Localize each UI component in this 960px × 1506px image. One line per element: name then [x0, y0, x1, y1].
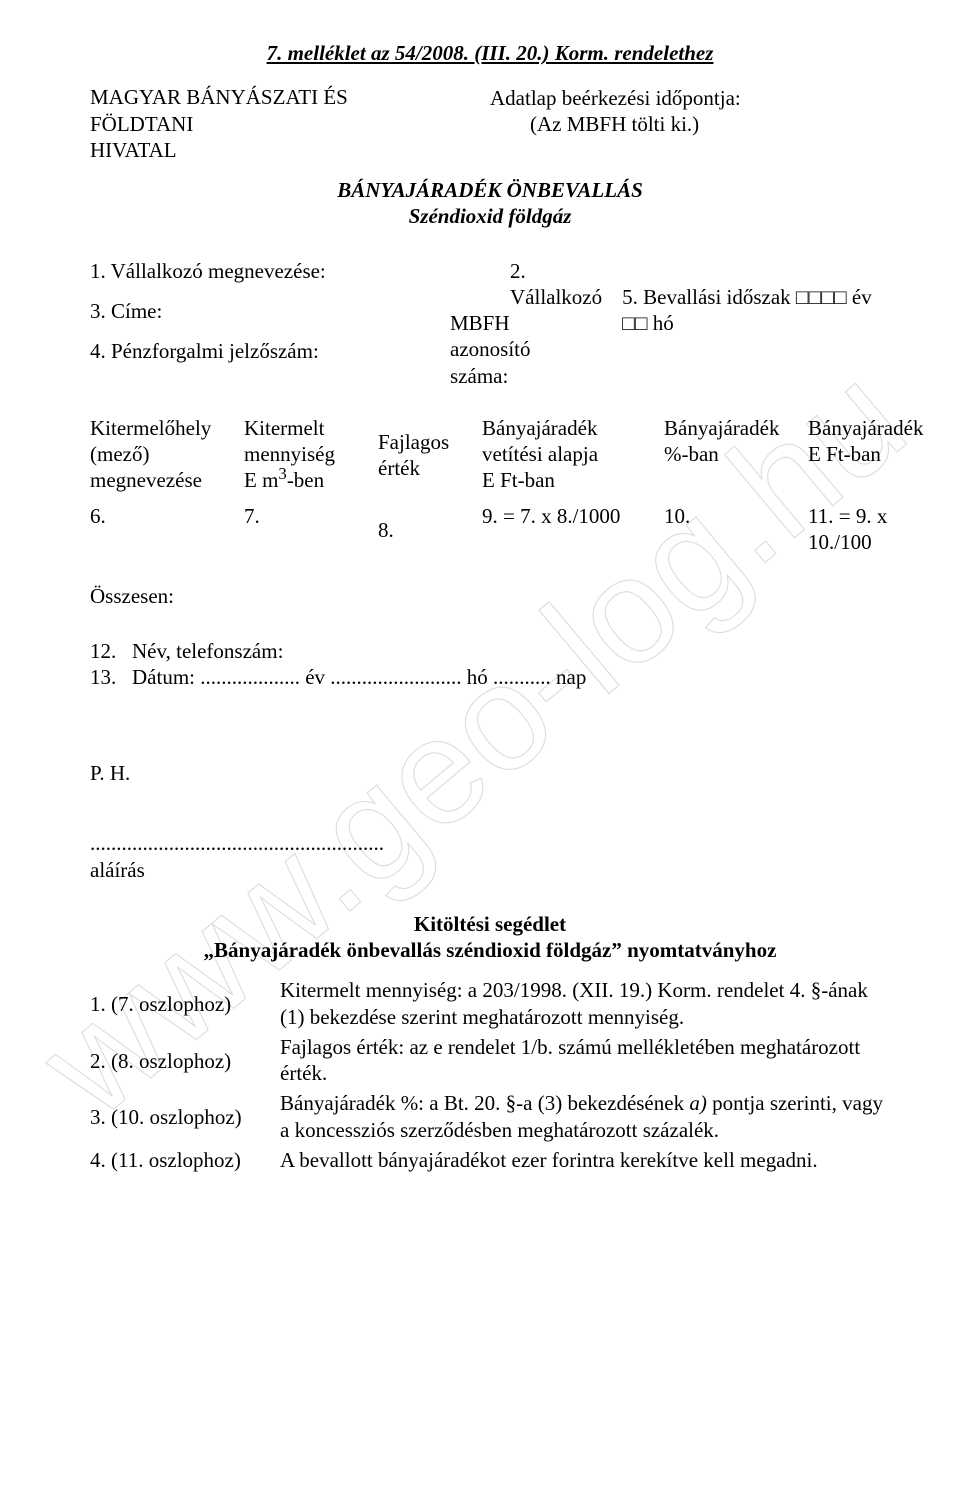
col5-l2: %-ban — [664, 441, 794, 467]
doc-title-line1: BÁNYAJÁRADÉK ÖNBEVALLÁS — [90, 177, 890, 203]
data-table: Kitermelőhely (mező) megnevezése 6. Kite… — [90, 415, 890, 556]
line-12: 12. Név, telefonszám: — [90, 638, 890, 664]
help-r4-left: 4. (11. oszlophoz) — [90, 1147, 280, 1173]
signature-dots: ........................................… — [90, 830, 890, 856]
col1-l1: Kitermelőhely — [90, 415, 230, 441]
field-2-part2: MBFH — [450, 310, 602, 336]
field-5: 5. Bevallási időszak □□□□ év □□ hó — [622, 284, 890, 337]
arrival-line2: (Az MBFH tölti ki.) — [490, 111, 890, 137]
doc-reference-title: 7. melléklet az 54/2008. (III. 20.) Korm… — [90, 40, 890, 66]
help-r3-right-em: a) — [689, 1091, 707, 1115]
col2-l2: mennyiség — [244, 441, 364, 467]
col4-l1: Bányajáradék — [482, 415, 650, 441]
col5-l1: Bányajáradék — [664, 415, 794, 441]
col2-l1: Kitermelt — [244, 415, 364, 441]
col3-l1: Fajlagos — [378, 429, 468, 455]
field-4: 4. Pénzforgalmi jelzőszám: — [90, 338, 450, 364]
help-title-l2: „Bányajáradék önbevallás széndioxid föld… — [90, 937, 890, 963]
help-r1-left: 1. (7. oszlophoz) — [90, 977, 280, 1030]
col1-num: 6. — [90, 503, 230, 529]
help-r1-right: Kitermelt mennyiség: a 203/1998. (XII. 1… — [280, 977, 890, 1030]
col2-l3c: -ben — [287, 468, 324, 492]
col2-l3b: 3 — [278, 464, 286, 483]
col5-num: 10. — [664, 503, 794, 529]
signature-label: aláírás — [90, 857, 890, 883]
col6-l1: Bányajáradék — [808, 415, 923, 441]
col4-num: 9. = 7. x 8./1000 — [482, 503, 650, 529]
line-13: 13. Dátum: ................... év ......… — [90, 664, 890, 690]
col6-l2: E Ft-ban — [808, 441, 923, 467]
help-r4-right: A bevallott bányajáradékot ezer forintra… — [280, 1147, 890, 1173]
col4-l2: vetítési alapja — [482, 441, 650, 467]
ph-label: P. H. — [90, 760, 890, 786]
help-title-l1: Kitöltési segédlet — [90, 911, 890, 937]
field-2-part3: azonosító — [450, 336, 602, 362]
help-r2-left: 2. (8. oszlophoz) — [90, 1034, 280, 1087]
field-1: 1. Vállalkozó megnevezése: — [90, 258, 450, 284]
field-2-part1: 2. Vállalkozó — [450, 258, 602, 311]
doc-title-line2: Széndioxid földgáz — [90, 203, 890, 229]
help-r3-left: 3. (10. oszlophoz) — [90, 1090, 280, 1143]
col4-l3: E Ft-ban — [482, 467, 650, 493]
col1-l3: megnevezése — [90, 467, 230, 493]
field-2-part4: száma: — [450, 363, 602, 389]
col1-l2: (mező) — [90, 441, 230, 467]
col3-num: 8. — [378, 517, 468, 543]
arrival-line1: Adatlap beérkezési időpontja: — [490, 85, 890, 111]
issuer-line1: MAGYAR BÁNYÁSZATI ÉS FÖLDTANI — [90, 84, 450, 137]
help-r2-right: Fajlagos érték: az e rendelet 1/b. számú… — [280, 1034, 890, 1087]
col3-l2: érték — [378, 455, 468, 481]
col6-num: 11. = 9. x 10./100 — [808, 503, 923, 556]
sum-label: Összesen: — [90, 583, 890, 609]
field-3: 3. Címe: — [90, 298, 450, 324]
col2-num: 7. — [244, 503, 364, 529]
col2-l3a: E m — [244, 468, 278, 492]
issuer-line2: HIVATAL — [90, 137, 450, 163]
help-r3-right-a: Bányajáradék %: a Bt. 20. §-a (3) bekezd… — [280, 1091, 689, 1115]
